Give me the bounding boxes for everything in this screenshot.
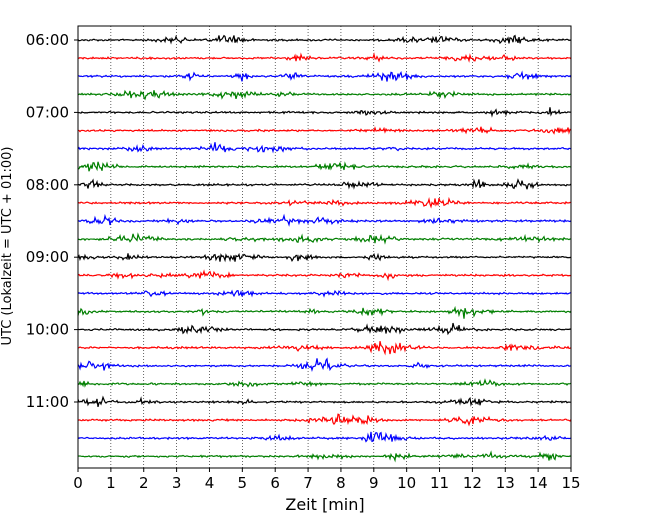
x-tick-label: 15 xyxy=(561,474,580,492)
trace-08:00 xyxy=(77,178,572,190)
y-tick-label: 09:00 xyxy=(26,248,69,266)
x-tick-label: 4 xyxy=(205,474,215,492)
x-axis-label: Zeit [min] xyxy=(285,495,364,514)
x-tick-label: 13 xyxy=(496,474,515,492)
trace-10:00 xyxy=(77,322,572,336)
seismogram-traces xyxy=(77,34,572,463)
y-axis: 06:00 07:00 08:00 09:00 10:00 11:00 xyxy=(26,31,78,411)
x-tick-label: 10 xyxy=(397,474,416,492)
trace-06:00 xyxy=(77,34,572,45)
trace-11:00 xyxy=(77,395,572,408)
trace-10:45 xyxy=(77,378,572,388)
x-tick-label: 11 xyxy=(430,474,449,492)
trace-11:45 xyxy=(77,450,572,463)
x-tick-label: 9 xyxy=(369,474,379,492)
y-tick-label: 07:00 xyxy=(26,103,69,121)
trace-08:15 xyxy=(77,196,572,209)
trace-08:45 xyxy=(77,232,572,245)
trace-09:15 xyxy=(77,269,572,282)
trace-07:45 xyxy=(77,161,572,172)
trace-06:15 xyxy=(77,52,572,63)
trace-09:30 xyxy=(77,289,572,298)
trace-08:30 xyxy=(77,213,572,227)
y-tick-label: 10:00 xyxy=(26,321,69,339)
x-tick-label: 7 xyxy=(303,474,313,492)
trace-07:30 xyxy=(77,142,572,154)
x-tick-label: 3 xyxy=(172,474,182,492)
trace-06:30 xyxy=(77,70,572,82)
x-tick-label: 12 xyxy=(463,474,482,492)
y-tick-label: 11:00 xyxy=(26,393,69,411)
x-tick-label: 0 xyxy=(73,474,83,492)
trace-06:45 xyxy=(77,89,572,101)
x-tick-label: 1 xyxy=(106,474,116,492)
y-axis-label: UTC (Lokalzeit = UTC + 01:00) xyxy=(0,147,15,346)
x-axis: 0 1 2 3 4 5 6 7 8 9 10 11 12 13 14 15 xyxy=(73,468,581,492)
trace-10:15 xyxy=(77,341,572,356)
y-tick-label: 06:00 xyxy=(26,31,69,49)
trace-11:30 xyxy=(77,431,572,443)
trace-09:00 xyxy=(77,252,572,263)
x-tick-label: 14 xyxy=(529,474,548,492)
trace-09:45 xyxy=(77,305,572,319)
trace-07:00 xyxy=(77,107,572,118)
x-tick-label: 2 xyxy=(139,474,149,492)
x-tick-label: 8 xyxy=(336,474,346,492)
x-tick-label: 6 xyxy=(270,474,280,492)
x-tick-label: 5 xyxy=(238,474,248,492)
trace-07:15 xyxy=(77,126,572,135)
y-tick-label: 08:00 xyxy=(26,176,69,194)
plot-frame xyxy=(77,25,572,469)
trace-10:30 xyxy=(77,357,572,372)
trace-11:15 xyxy=(77,413,572,427)
